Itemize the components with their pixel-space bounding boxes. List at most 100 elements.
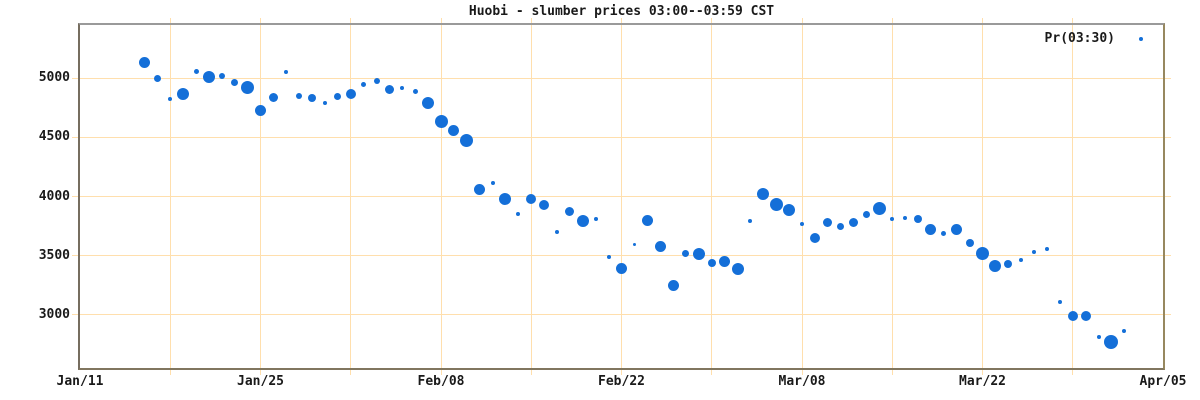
- data-point: [951, 223, 963, 235]
- data-point: [202, 71, 215, 84]
- y-tick-label: 3000: [38, 306, 70, 322]
- x-tick-label: Feb/22: [598, 374, 645, 389]
- data-point: [490, 181, 495, 186]
- data-point: [890, 216, 895, 221]
- data-point: [783, 203, 796, 216]
- data-point: [757, 188, 770, 201]
- data-point: [1019, 257, 1024, 262]
- x-tick-label: Jan/25: [237, 374, 284, 389]
- data-point: [965, 239, 974, 248]
- data-point: [400, 86, 405, 91]
- data-point: [474, 183, 486, 195]
- data-point: [1057, 300, 1062, 305]
- gridline-horizontal: [72, 136, 1171, 138]
- data-point: [1096, 335, 1101, 340]
- data-point: [153, 75, 161, 83]
- data-point: [941, 231, 947, 237]
- data-point: [823, 218, 833, 228]
- data-point: [555, 229, 560, 234]
- data-point: [769, 198, 783, 212]
- data-point: [448, 125, 460, 137]
- x-tick-label: Mar/22: [959, 374, 1006, 389]
- data-point: [460, 133, 474, 147]
- data-point: [800, 221, 804, 226]
- data-point: [539, 200, 550, 211]
- data-point: [616, 263, 627, 275]
- data-point: [682, 250, 690, 258]
- data-point: [1122, 329, 1127, 334]
- gridline-horizontal: [72, 255, 1171, 257]
- data-point: [731, 262, 744, 275]
- data-point: [1004, 259, 1013, 268]
- data-point: [862, 211, 870, 219]
- data-point: [809, 232, 820, 243]
- legend: Pr(03:30): [1045, 31, 1143, 46]
- data-point: [837, 222, 845, 230]
- data-point: [308, 94, 317, 103]
- data-point: [384, 84, 394, 94]
- plot-area: Pr(03:30) 3000 3500 4000 4500 5000 Jan/11 Jan/…: [39, 18, 1186, 389]
- legend-marker-dot: [1139, 36, 1143, 41]
- data-point: [296, 92, 303, 99]
- data-point: [914, 214, 923, 223]
- data-point: [218, 73, 225, 80]
- data-point: [606, 254, 611, 259]
- legend-series-label: Pr(03:30): [1044, 31, 1115, 46]
- data-point: [654, 241, 666, 253]
- data-point: [334, 93, 342, 101]
- data-point: [1067, 310, 1078, 321]
- gridline-horizontal: [72, 77, 1171, 79]
- data-point: [849, 218, 859, 228]
- data-point: [422, 97, 435, 110]
- data-point: [268, 93, 278, 103]
- data-point: [193, 68, 199, 74]
- data-point: [231, 78, 239, 86]
- y-tick-label: 4000: [38, 188, 70, 204]
- data-point: [576, 215, 589, 228]
- data-point: [667, 279, 679, 291]
- chart-title: Huobi - slumber prices 03:00--03:59 CST: [468, 4, 775, 19]
- data-point: [641, 215, 653, 227]
- data-point: [976, 246, 989, 260]
- data-point: [632, 243, 636, 247]
- data-point: [516, 212, 521, 217]
- data-point: [565, 207, 575, 217]
- data-point: [707, 258, 716, 267]
- data-point: [903, 216, 908, 221]
- data-point: [1080, 310, 1091, 321]
- x-tick-label: Apr/05: [1139, 374, 1187, 389]
- data-point: [1044, 247, 1049, 252]
- data-point: [499, 192, 512, 205]
- data-point: [925, 223, 937, 235]
- data-point: [241, 80, 255, 94]
- x-tick-label: Mar/08: [778, 374, 826, 389]
- y-tick-label: 4500: [38, 129, 70, 145]
- data-point: [284, 70, 289, 75]
- data-point: [748, 219, 753, 224]
- data-point: [1104, 334, 1119, 349]
- data-point: [989, 259, 1002, 272]
- y-tick-label: 5000: [38, 70, 70, 86]
- data-point: [345, 88, 356, 99]
- data-point: [138, 56, 150, 68]
- gridline-horizontal: [72, 196, 1171, 197]
- data-point: [434, 115, 448, 129]
- data-point: [719, 256, 731, 268]
- data-point: [692, 248, 705, 261]
- data-point: [373, 78, 380, 85]
- data-point: [177, 87, 190, 100]
- data-point: [255, 104, 266, 116]
- data-point: [1032, 250, 1037, 255]
- data-point: [322, 101, 327, 106]
- data-point: [593, 216, 598, 221]
- data-point: [526, 193, 537, 204]
- x-tick-label: Jan/11: [56, 374, 104, 389]
- x-tick-label: Feb/08: [417, 374, 465, 389]
- gridline-horizontal: [72, 314, 1171, 316]
- data-point: [361, 82, 367, 88]
- data-point: [168, 96, 173, 101]
- data-point: [872, 202, 886, 216]
- y-tick-label: 3500: [38, 247, 70, 263]
- data-point: [412, 88, 418, 94]
